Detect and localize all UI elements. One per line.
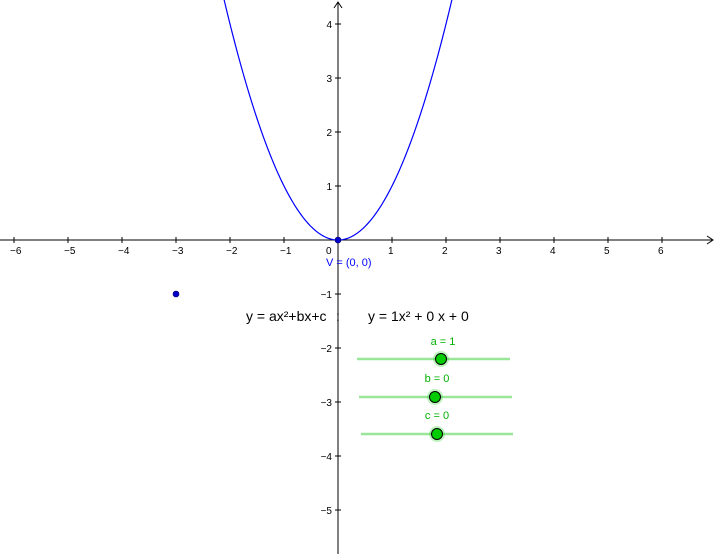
- y-tick-label: −5: [321, 506, 333, 517]
- slider-b[interactable]: b = 0: [359, 373, 512, 405]
- y-tick-label: −1: [321, 290, 333, 301]
- vertex-label: V = (0, 0): [326, 257, 372, 269]
- slider-knob[interactable]: [429, 391, 441, 403]
- y-tick-label: −2: [321, 344, 333, 355]
- slider-label: a = 1: [431, 336, 456, 348]
- x-tick-label: 1: [388, 246, 394, 257]
- x-tick-label: −2: [226, 246, 238, 257]
- y-axis-arrow: [333, 1, 343, 9]
- equation-separator: :: [336, 308, 340, 324]
- x-tick-label: 4: [550, 246, 556, 257]
- x-tick-label: −5: [64, 246, 76, 257]
- y-tick-label: −4: [321, 452, 333, 463]
- slider-label: b = 0: [425, 373, 450, 385]
- slider-knob[interactable]: [435, 353, 447, 365]
- x-tick-label: −6: [10, 246, 22, 257]
- x-tick-label: 0: [326, 246, 332, 257]
- y-tick-label: 1: [326, 182, 332, 193]
- slider-c[interactable]: c = 0: [361, 410, 513, 442]
- specific-equation: y = 1x² + 0 x + 0: [368, 308, 469, 324]
- x-tick-label: 5: [604, 246, 610, 257]
- x-tick-label: −4: [118, 246, 130, 257]
- y-tick-label: −3: [321, 398, 333, 409]
- x-axis-arrow: [706, 235, 714, 245]
- free-point[interactable]: [172, 290, 180, 298]
- x-tick-label: 3: [496, 246, 502, 257]
- slider-a[interactable]: a = 1: [357, 336, 510, 367]
- x-tick-label: 6: [658, 246, 664, 257]
- tick-marks: [13, 23, 663, 511]
- x-tick-label: 2: [442, 246, 448, 257]
- points: [172, 236, 342, 298]
- vertex-point[interactable]: [334, 236, 342, 244]
- slider-label: c = 0: [425, 410, 449, 422]
- y-tick-label: 4: [326, 20, 332, 31]
- general-equation: y = ax²+bx+c: [246, 308, 327, 324]
- tick-labels: −6 −5 −4 −3 −2 −1 0 1 2 3 4 5 6 −5 −4 −3 −2 −1 1 2 3 4: [10, 20, 664, 517]
- y-tick-label: 2: [326, 128, 332, 139]
- slider-knob[interactable]: [431, 428, 443, 440]
- sliders: a = 1 b = 0 c = 0: [357, 336, 513, 442]
- y-tick-label: 3: [326, 74, 332, 85]
- x-tick-label: −3: [172, 246, 184, 257]
- x-tick-label: −1: [280, 246, 292, 257]
